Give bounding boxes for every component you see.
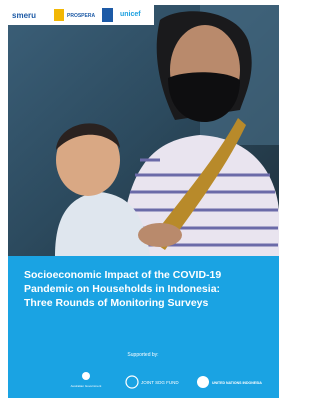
cover: smeru PROSPERA unicef Socioeconomic Impa… [0, 0, 287, 409]
title-line: Socioeconomic Impact of the COVID-19 [24, 269, 221, 281]
logo-icon [102, 8, 113, 22]
hand [138, 223, 182, 247]
title-line: Three Rounds of Monitoring Surveys [24, 297, 209, 309]
logo-text: unicef [120, 11, 141, 18]
logo-icon [54, 9, 64, 21]
logo-text: PROSPERA [67, 13, 95, 19]
page: smeru PROSPERA unicef Socioeconomic Impa… [0, 0, 287, 409]
supporter-logo: UNITED NATIONS INDONESIA [212, 381, 262, 385]
supported-label: Supported by: [127, 352, 158, 358]
title-line: Pandemic on Households in Indonesia: [24, 283, 220, 295]
supporter-logo: JOINT SDG FUND [141, 380, 179, 385]
logo-text: smeru [12, 11, 36, 20]
logo-icon [197, 376, 209, 388]
supporter-logo: Australian Government [71, 384, 102, 388]
logo-icon [82, 372, 90, 380]
